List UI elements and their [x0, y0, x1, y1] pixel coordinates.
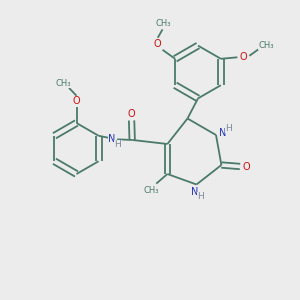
Text: O: O — [240, 52, 247, 62]
Text: H: H — [114, 140, 121, 149]
Text: N: N — [219, 128, 226, 138]
Text: CH₃: CH₃ — [55, 79, 71, 88]
Text: N: N — [108, 134, 116, 144]
Text: O: O — [243, 161, 250, 172]
Text: O: O — [128, 109, 135, 119]
Text: O: O — [73, 96, 80, 106]
Text: H: H — [198, 192, 204, 201]
Text: CH₃: CH₃ — [258, 41, 274, 50]
Text: CH₃: CH₃ — [156, 19, 172, 28]
Text: O: O — [154, 39, 161, 49]
Text: CH₃: CH₃ — [143, 186, 159, 195]
Text: H: H — [225, 124, 232, 133]
Text: N: N — [191, 187, 199, 197]
